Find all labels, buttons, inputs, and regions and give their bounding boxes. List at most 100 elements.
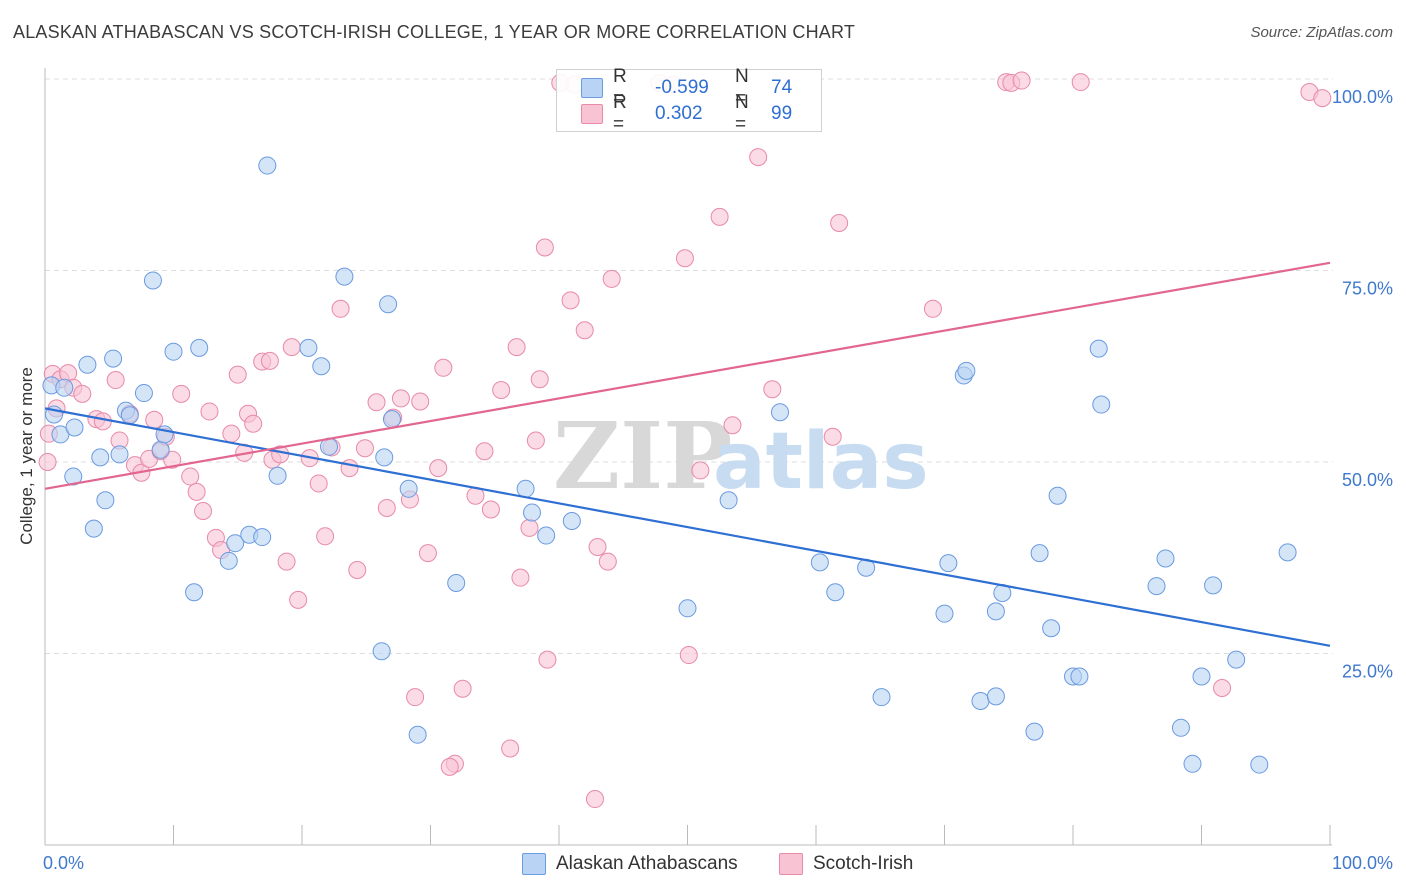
athabascan-point xyxy=(64,467,83,486)
athabascan-point xyxy=(84,519,103,538)
scotch-irish-point xyxy=(145,410,164,429)
scotch-irish-point xyxy=(679,646,698,665)
athabascan-point xyxy=(110,445,129,464)
athabascan-point xyxy=(826,583,845,602)
athabascan-point xyxy=(1278,543,1297,562)
athabascan-point xyxy=(1070,667,1089,686)
athabascan-point xyxy=(120,406,139,425)
scotch-irish-point xyxy=(411,392,430,411)
bottom-legend-label-blue: Alaskan Athabascans xyxy=(556,853,738,874)
athabascan-point xyxy=(372,642,391,661)
watermark: ZIP atlas xyxy=(553,402,929,510)
y-tick-label: 100.0% xyxy=(1332,87,1393,107)
legend-swatch-pink xyxy=(581,104,603,124)
athabascan-point xyxy=(1042,619,1061,638)
scotch-irish-point xyxy=(73,384,92,403)
athabascan-point xyxy=(65,418,84,437)
x-tick-label: 100.0% xyxy=(1332,853,1393,873)
scotch-irish-point xyxy=(348,561,367,580)
scotch-irish-point xyxy=(481,500,500,519)
scotch-irish-point xyxy=(340,459,359,478)
scotch-irish-point xyxy=(406,688,425,707)
athabascan-point xyxy=(1183,754,1202,773)
scotch-irish-point xyxy=(181,467,200,486)
athabascan-point xyxy=(562,511,581,530)
scotch-irish-point xyxy=(561,291,580,310)
scotch-irish-point xyxy=(244,414,263,433)
athabascan-point xyxy=(447,574,466,593)
athabascan-point xyxy=(1092,395,1111,414)
legend-r-value: 0.302 xyxy=(655,103,703,124)
scotch-irish-point xyxy=(93,412,112,431)
source-label: Source: ZipAtlas.com xyxy=(1250,24,1393,41)
athabascan-point xyxy=(939,554,958,573)
athabascan-point xyxy=(78,355,97,374)
scotch-irish-point xyxy=(309,474,328,493)
athabascan-point xyxy=(190,338,209,357)
athabascan-point xyxy=(986,602,1005,621)
athabascan-point xyxy=(1156,549,1175,568)
legend-n-label: N = xyxy=(735,92,749,135)
athabascan-point xyxy=(408,725,427,744)
legend-n-value: 74 xyxy=(771,77,793,98)
y-tick-label: 75.0% xyxy=(1342,279,1393,299)
athabascan-point xyxy=(771,403,790,422)
bottom-legend-label-pink: Scotch-Irish xyxy=(813,853,914,874)
scotch-irish-point xyxy=(598,552,617,571)
scotch-irish-point xyxy=(367,393,386,412)
scotch-irish-point xyxy=(200,402,219,421)
athabascan-point xyxy=(1204,576,1223,595)
scotch-irish-point xyxy=(520,518,539,537)
athabascan-point xyxy=(382,410,401,429)
athabascan-point xyxy=(335,267,354,286)
scotch-irish-point xyxy=(434,358,453,377)
scotch-irish-point xyxy=(575,321,594,340)
athabascan-point xyxy=(151,440,170,459)
scotch-irish-point xyxy=(172,384,191,403)
scotch-irish-point xyxy=(187,482,206,501)
scotch-irish-point xyxy=(391,389,410,408)
axis-labels: 25.0% 50.0% 75.0% 100.0% 0.0% 100.0% xyxy=(43,87,1393,873)
scotch-irish-point xyxy=(823,427,842,446)
scotch-irish-point xyxy=(535,238,554,257)
legend-n-label: N = xyxy=(735,66,749,109)
y-axis-label: College, 1 year or more xyxy=(17,367,36,545)
athabascan-point xyxy=(299,338,318,357)
scotch-irish-point xyxy=(282,338,301,357)
athabascan-point xyxy=(143,271,162,290)
scotch-irish-point xyxy=(691,461,710,480)
scotch-irish-point xyxy=(830,214,849,233)
athabascan-point xyxy=(164,342,183,361)
scotch-irish-point xyxy=(511,568,530,587)
athabascan-point xyxy=(719,491,738,510)
athabascan-point xyxy=(375,448,394,467)
scotch-irish-point xyxy=(507,338,526,357)
scotch-irish-point xyxy=(418,544,437,563)
legend-swatch-blue xyxy=(581,78,603,98)
scotch-irish-point xyxy=(602,269,621,288)
athabascan-point xyxy=(219,551,238,570)
athabascan-point xyxy=(516,479,535,498)
athabascan-point xyxy=(1250,755,1269,774)
correlation-legend: R = -0.599 N = 74 R = 0.302 N = 99 xyxy=(556,66,822,135)
athabascan-point xyxy=(55,378,74,397)
athabascan-point xyxy=(523,503,542,522)
scotch-irish-point xyxy=(1213,678,1232,697)
scotch-irish-point xyxy=(228,365,247,384)
scotch-irish-point xyxy=(260,351,279,370)
watermark-atlas: atlas xyxy=(713,417,929,507)
scotch-irish-point xyxy=(429,459,448,478)
athabascan-point xyxy=(810,553,829,572)
scotch-irish-point xyxy=(763,380,782,399)
athabascan-point xyxy=(1048,486,1067,505)
athabascan-point xyxy=(1147,577,1166,596)
athabascan-point xyxy=(1227,650,1246,669)
scotch-irish-point xyxy=(316,527,335,546)
x-tick-label: 0.0% xyxy=(43,853,84,873)
scotch-irish-point xyxy=(440,757,459,776)
scotch-irish-trend-line xyxy=(44,261,1331,490)
scotch-irish-point xyxy=(538,650,557,669)
athabascan-point xyxy=(134,384,153,403)
athabascan-point xyxy=(312,357,331,376)
chart-title: ALASKAN ATHABASCAN VS SCOTCH-IRISH COLLE… xyxy=(13,22,856,42)
